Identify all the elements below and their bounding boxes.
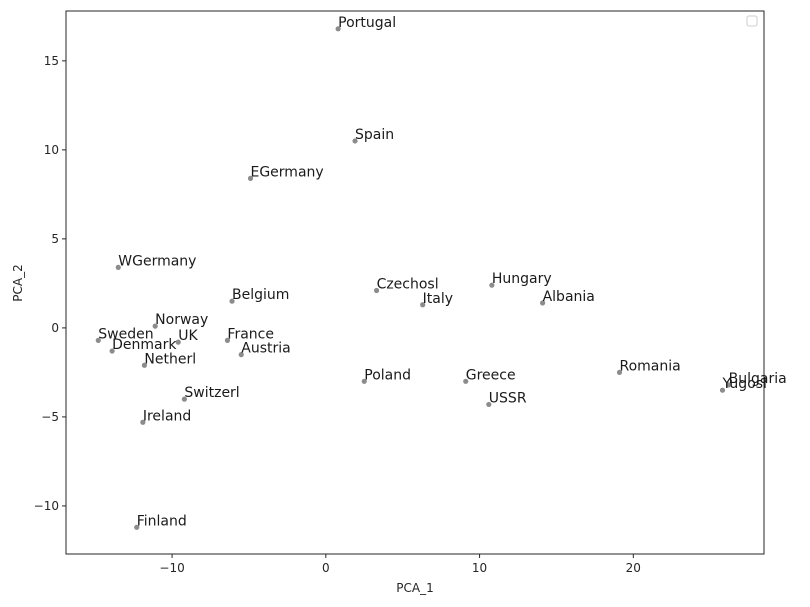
point-label: Bulgaria <box>729 371 787 387</box>
point-label: Greece <box>466 367 516 383</box>
y-tick-label: 10 <box>44 143 59 157</box>
point-label: Denmark <box>112 337 177 353</box>
data-point <box>175 339 181 345</box>
point-label: Netherl <box>144 351 196 367</box>
point-label: Spain <box>355 127 394 143</box>
data-point <box>238 352 244 358</box>
data-point <box>247 175 254 181</box>
data-points <box>95 26 732 530</box>
data-point <box>373 287 380 294</box>
point-label: Switzerl <box>184 385 239 401</box>
plot-area <box>65 10 765 555</box>
point-label: Belgium <box>232 287 289 303</box>
x-tick-label: 0 <box>322 561 330 575</box>
data-point <box>224 337 231 343</box>
y-tick-label: −5 <box>41 410 59 424</box>
point-label: Ireland <box>143 408 191 424</box>
point-label: Czechosl <box>377 277 439 293</box>
point-label: EGermany <box>250 164 323 180</box>
data-point <box>719 387 726 393</box>
data-point <box>141 362 148 368</box>
point-label: Poland <box>364 367 411 383</box>
data-point <box>95 337 101 343</box>
y-axis-label: PCA_2 <box>11 264 25 301</box>
data-point <box>352 138 358 144</box>
y-tick-label: 0 <box>51 321 59 335</box>
point-label: Norway <box>155 312 208 328</box>
data-point <box>115 264 121 270</box>
point-label: WGermany <box>118 253 196 269</box>
point-label: Italy <box>423 291 453 307</box>
data-point <box>463 378 469 384</box>
point-label: UK <box>178 328 198 344</box>
x-axis-label: PCA_1 <box>396 581 433 595</box>
data-point <box>140 419 146 425</box>
data-point <box>616 369 623 376</box>
data-point <box>420 302 426 308</box>
point-label: USSR <box>489 390 527 406</box>
point-label: Romania <box>619 358 680 374</box>
y-tick-label: −10 <box>34 499 59 513</box>
legend-box <box>746 15 758 27</box>
data-point <box>335 26 341 32</box>
data-point <box>229 298 235 304</box>
data-point <box>361 378 367 384</box>
data-point <box>486 401 492 408</box>
x-axis: −10 0 10 20 <box>159 554 641 575</box>
point-label: Hungary <box>492 271 552 287</box>
x-tick-label: 20 <box>626 561 641 575</box>
x-tick-label: 10 <box>472 561 487 575</box>
point-labels: Portugal Spain EGermany WGermany Czechosl Hun… <box>98 15 786 529</box>
x-tick-label: −10 <box>159 561 184 575</box>
data-point <box>109 348 115 354</box>
data-point <box>489 282 495 288</box>
point-label: Finland <box>137 513 187 529</box>
data-point <box>181 396 187 402</box>
data-point <box>540 300 546 306</box>
data-point <box>134 524 140 530</box>
point-label: France <box>227 326 274 342</box>
y-tick-label: 15 <box>44 54 59 68</box>
y-tick-label: 5 <box>51 232 59 246</box>
data-point <box>152 323 158 329</box>
point-label: Austria <box>241 341 290 357</box>
data-point <box>726 382 732 388</box>
y-axis: −10 −5 0 5 10 15 <box>34 54 66 513</box>
point-label: Albania <box>543 289 595 305</box>
point-label: Sweden <box>98 326 153 342</box>
point-label: Yugosl <box>721 376 766 392</box>
point-label: Portugal <box>338 15 396 31</box>
